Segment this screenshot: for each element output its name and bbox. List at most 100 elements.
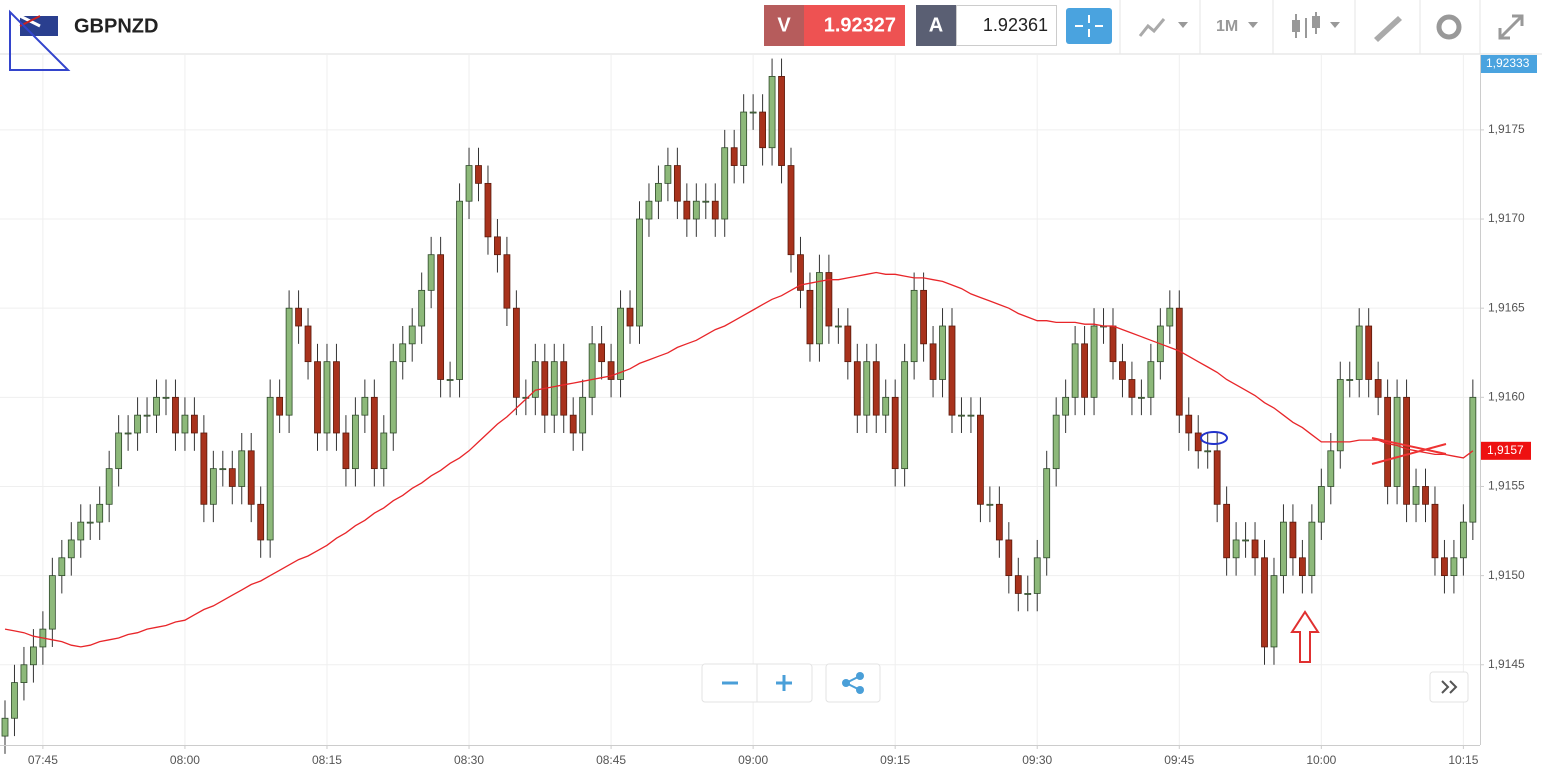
x-tick-label: 09:15 bbox=[880, 753, 910, 767]
candle-body bbox=[153, 396, 160, 416]
candle-body bbox=[30, 646, 37, 666]
candle-body bbox=[475, 165, 482, 184]
candle-body bbox=[1270, 575, 1278, 648]
candle-body bbox=[1261, 557, 1268, 648]
candle-body bbox=[872, 361, 880, 416]
candle-body bbox=[588, 343, 596, 398]
candle-body bbox=[370, 396, 378, 470]
candle-body bbox=[825, 272, 833, 327]
candle-body bbox=[247, 450, 255, 505]
candle-body bbox=[399, 343, 407, 363]
candle-body bbox=[1242, 539, 1249, 542]
candle-body bbox=[655, 182, 662, 202]
candle-body bbox=[228, 468, 236, 487]
candle-body bbox=[380, 432, 388, 470]
chart-type-icon[interactable] bbox=[1138, 18, 1166, 37]
candle-body bbox=[1251, 539, 1259, 559]
candle-body bbox=[1450, 557, 1458, 577]
draw-icon[interactable] bbox=[1374, 16, 1402, 42]
candle-body bbox=[891, 396, 899, 470]
buy-price[interactable]: 1.92361 bbox=[983, 15, 1048, 35]
candle-body bbox=[1308, 521, 1316, 577]
candle-body bbox=[834, 325, 842, 328]
candle-body bbox=[238, 450, 246, 487]
candle-body bbox=[995, 503, 1003, 541]
fullscreen-icon[interactable] bbox=[1498, 14, 1524, 40]
buy-button[interactable] bbox=[916, 5, 956, 46]
candle-body bbox=[1119, 361, 1126, 380]
x-tick-label: 09:30 bbox=[1022, 753, 1052, 767]
candle-body bbox=[465, 165, 473, 202]
drawing-ellipse bbox=[1200, 431, 1228, 445]
drawing-cross bbox=[1371, 437, 1447, 465]
buy-label[interactable]: A bbox=[929, 14, 943, 36]
candle-body bbox=[778, 75, 785, 166]
zoom-in[interactable] bbox=[776, 675, 792, 691]
candle-body bbox=[1138, 396, 1145, 399]
candle-body bbox=[645, 200, 653, 220]
candle-body bbox=[115, 432, 123, 470]
y-tick-label: 1,9155 bbox=[1488, 479, 1525, 493]
candle-body bbox=[1090, 325, 1098, 398]
share-button[interactable] bbox=[825, 663, 881, 703]
candle-body bbox=[503, 254, 511, 309]
candle-body bbox=[977, 414, 984, 505]
plot-area: 1,9145 1,9150 1,9155 1,9160 1,9165 1,9170 1,91… bbox=[0, 55, 1525, 767]
candle-body bbox=[1194, 432, 1202, 452]
x-tick-label: 09:00 bbox=[738, 753, 768, 767]
share-icon bbox=[842, 679, 850, 687]
candle-body bbox=[816, 272, 823, 345]
y-tick-label: 1,9170 bbox=[1488, 211, 1525, 225]
candle-body bbox=[200, 432, 208, 505]
candle-body bbox=[143, 414, 151, 417]
symbol: GBPNZD bbox=[74, 15, 158, 37]
candle-body bbox=[266, 396, 274, 541]
candle-body bbox=[276, 396, 284, 416]
crosshair-icon bbox=[1075, 15, 1103, 37]
candle-body bbox=[863, 361, 871, 416]
sell-price-box[interactable] bbox=[804, 5, 905, 46]
candle-body bbox=[1422, 486, 1429, 505]
candle-body bbox=[1327, 450, 1335, 487]
candle-body bbox=[124, 432, 132, 435]
dropdown-arrow bbox=[1330, 22, 1340, 28]
moving-average bbox=[4, 271, 1474, 648]
candle-body bbox=[389, 361, 397, 434]
y-tick-label: 1,9150 bbox=[1488, 568, 1525, 582]
sell-button[interactable] bbox=[764, 5, 804, 46]
candle-body bbox=[939, 325, 946, 380]
crosshair-button[interactable] bbox=[1066, 8, 1112, 44]
candle-body bbox=[408, 325, 416, 345]
candle-body bbox=[1213, 450, 1221, 505]
timeframe[interactable]: 1M bbox=[1216, 18, 1238, 35]
candle-body bbox=[304, 325, 312, 363]
sell-price[interactable]: 1.92327 bbox=[824, 14, 896, 36]
candle-body bbox=[740, 111, 748, 166]
y-tick-label: 1,9175 bbox=[1488, 122, 1525, 136]
last-price: 1,9157 bbox=[1487, 443, 1524, 457]
candle-body bbox=[730, 147, 738, 166]
candle-body bbox=[48, 575, 56, 630]
drawing-triangle bbox=[9, 9, 71, 71]
settings-icon[interactable] bbox=[1436, 14, 1462, 40]
dropdown-arrow bbox=[1178, 22, 1188, 28]
candle-body bbox=[797, 254, 804, 291]
candle-body bbox=[711, 200, 719, 220]
candle-body bbox=[1, 717, 9, 737]
pinned-price: 1,92333 bbox=[1486, 56, 1530, 70]
candle-body bbox=[853, 361, 861, 416]
buy-price-box[interactable] bbox=[956, 5, 1057, 46]
candle-body bbox=[209, 468, 217, 505]
candle-body bbox=[494, 236, 501, 256]
candle-body bbox=[1431, 503, 1439, 559]
candle-body bbox=[96, 503, 104, 523]
sell-label[interactable]: V bbox=[777, 14, 791, 36]
candle-body bbox=[806, 289, 814, 345]
x-tick-label: 08:00 bbox=[170, 753, 200, 767]
candle-body bbox=[929, 343, 937, 380]
candle-body bbox=[702, 200, 710, 203]
candle-body bbox=[446, 379, 454, 381]
candle-body bbox=[1147, 361, 1155, 398]
candle-body bbox=[882, 396, 890, 416]
x-tick-label: 08:30 bbox=[454, 753, 484, 767]
